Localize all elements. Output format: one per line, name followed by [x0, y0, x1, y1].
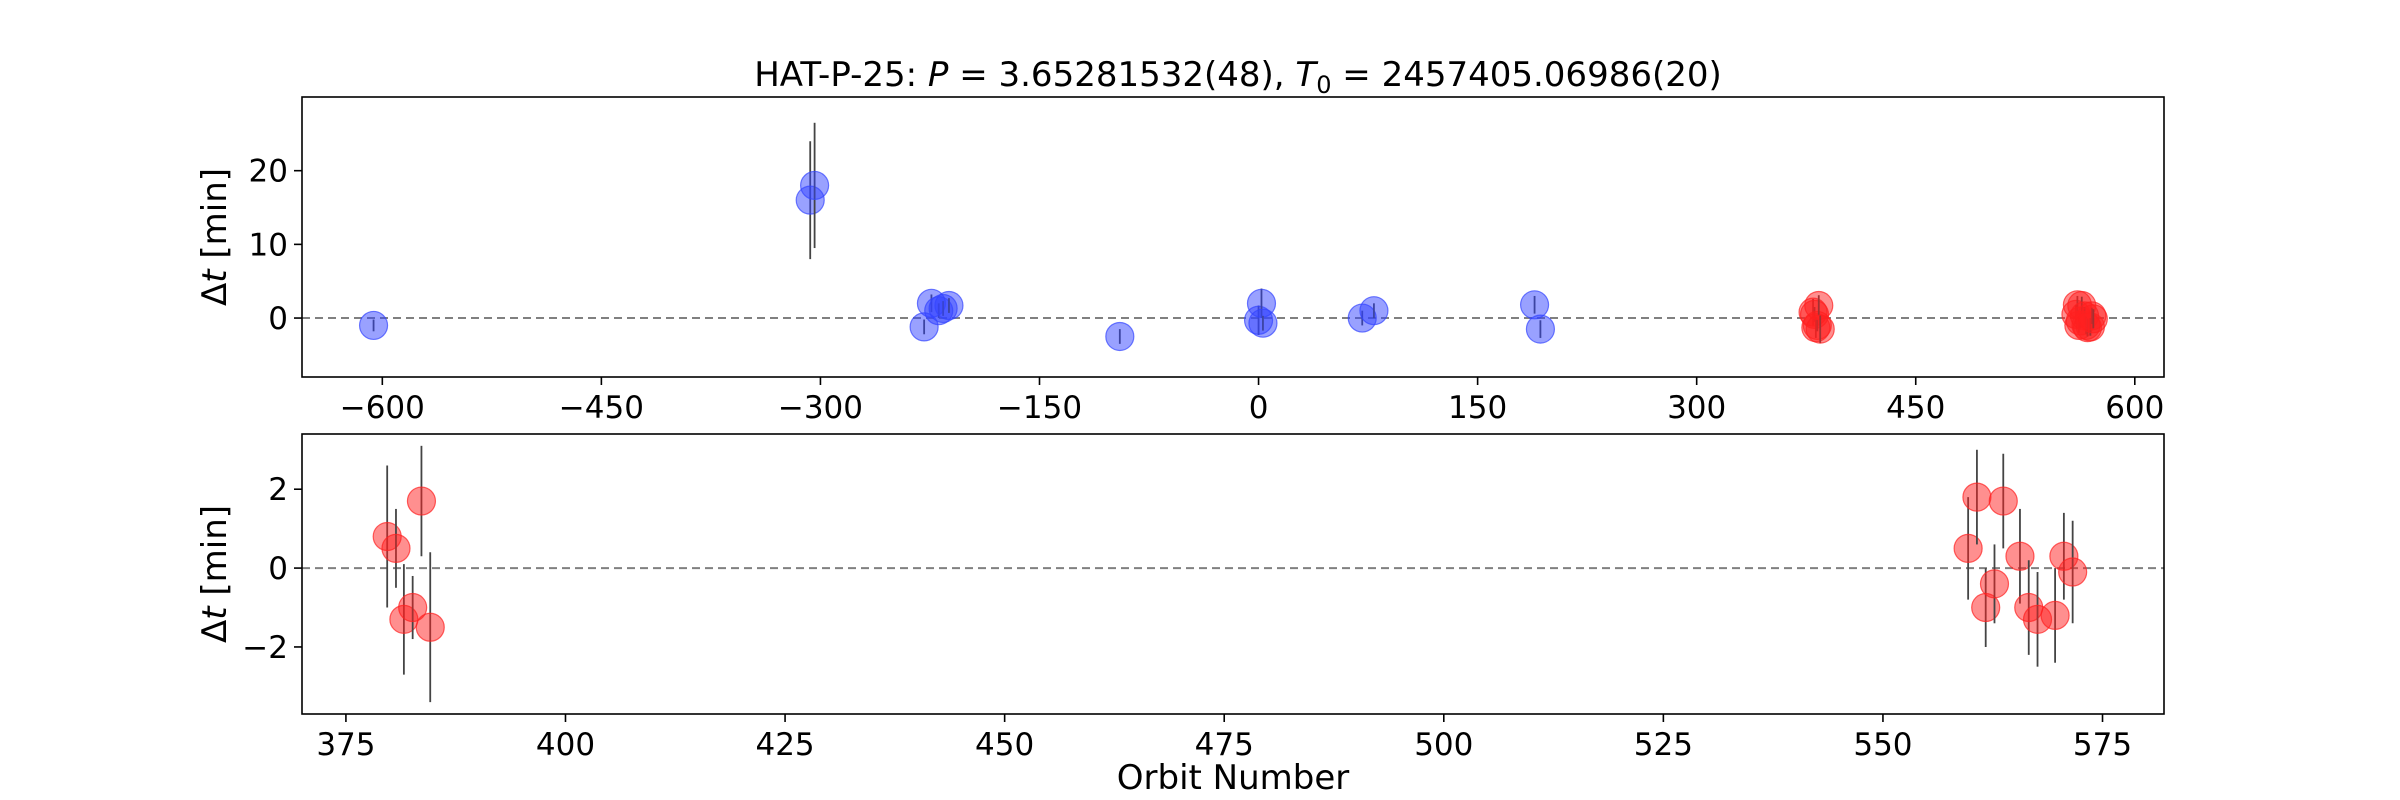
- x-tick-label: −600: [340, 390, 425, 426]
- x-tick-label: 450: [1886, 390, 1945, 426]
- data-point: [2078, 304, 2108, 334]
- x-tick-label: 550: [1853, 727, 1912, 763]
- data-point: [358, 310, 389, 341]
- x-tick-label: 300: [1667, 390, 1726, 426]
- y-tick-label: 0: [268, 301, 288, 337]
- data-marks: [358, 122, 2108, 352]
- title-prefix: HAT-P-25:: [754, 55, 928, 95]
- title-t-value: = 2457405.06986(20): [1331, 55, 1721, 95]
- data-point: [1105, 321, 1135, 352]
- x-tick-label: 425: [755, 727, 814, 763]
- y-tick-label: −2: [242, 630, 288, 666]
- x-tick-label: −150: [997, 390, 1082, 426]
- x-tick-label: 150: [1448, 390, 1507, 426]
- top-panel: −600 −450 −300 −150 0 150 300 450 600 0 10 20 Δt [mi…: [195, 96, 2165, 426]
- y-tick-label: 10: [249, 227, 288, 263]
- x-tick-label: 450: [975, 727, 1034, 763]
- y-tick-label: 0: [268, 551, 288, 587]
- data-point: [1359, 296, 1389, 326]
- data-point: [934, 290, 964, 321]
- x-tick-label: 0: [1249, 390, 1269, 426]
- x-axis-label: Orbit Number: [1117, 758, 1350, 798]
- data-point: [398, 592, 428, 623]
- data-point: [2005, 541, 2035, 571]
- y-axis-label-delta: Δ: [195, 620, 235, 643]
- data-point: [1519, 290, 1550, 320]
- bottom-panel: 375 400 425 450 475 500 525 550 575 −2 0 2 Δt [min] O…: [195, 433, 2165, 798]
- data-point: [1248, 308, 1278, 338]
- x-tick-label: 400: [536, 727, 595, 763]
- x-tick-label: −300: [778, 390, 863, 426]
- data-point: [1962, 482, 1992, 512]
- data-point: [1525, 314, 1556, 344]
- y-axis-label: Δt [min]: [195, 168, 235, 306]
- data-point: [2058, 557, 2088, 587]
- data-point: [1953, 533, 1983, 563]
- y-tick-label: 2: [268, 472, 288, 508]
- data-point: [381, 533, 411, 563]
- x-tick-label: 475: [1195, 727, 1254, 763]
- x-tick-label: 575: [2073, 727, 2132, 763]
- data-point: [1988, 486, 2018, 516]
- data-point: [1805, 314, 1835, 344]
- data-point: [2040, 600, 2070, 631]
- data-point: [1979, 569, 2010, 599]
- y-axis-label-unit: [min]: [195, 505, 235, 606]
- data-point: [415, 612, 445, 642]
- x-tick-label: −450: [559, 390, 644, 426]
- title-t-symbol: T: [1295, 55, 1318, 95]
- data-point: [799, 170, 830, 201]
- title-t-subscript: 0: [1316, 71, 1331, 99]
- y-axis-label-delta: Δ: [195, 283, 235, 306]
- x-tick-label: 525: [1634, 727, 1693, 763]
- y-axis-label-var: t: [195, 605, 235, 620]
- axes-frame: [301, 96, 2165, 378]
- y-tick-label: 20: [249, 154, 288, 190]
- chart-title: HAT-P-25: P = 3.65281532(48), T0 = 24574…: [754, 55, 1722, 99]
- x-tick-label: 375: [316, 727, 375, 763]
- x-tick-label: 600: [2105, 390, 2164, 426]
- x-tick-label: 500: [1414, 727, 1473, 763]
- y-axis-label-var: t: [195, 268, 235, 283]
- data-point: [406, 486, 437, 516]
- y-axis-label-unit: [min]: [195, 168, 235, 269]
- axes-frame: [301, 433, 2165, 715]
- data-marks: [372, 445, 2088, 703]
- y-axis-label: Δt [min]: [195, 505, 235, 643]
- title-p-value: = 3.65281532(48),: [948, 55, 1295, 95]
- title-p-symbol: P: [928, 55, 949, 95]
